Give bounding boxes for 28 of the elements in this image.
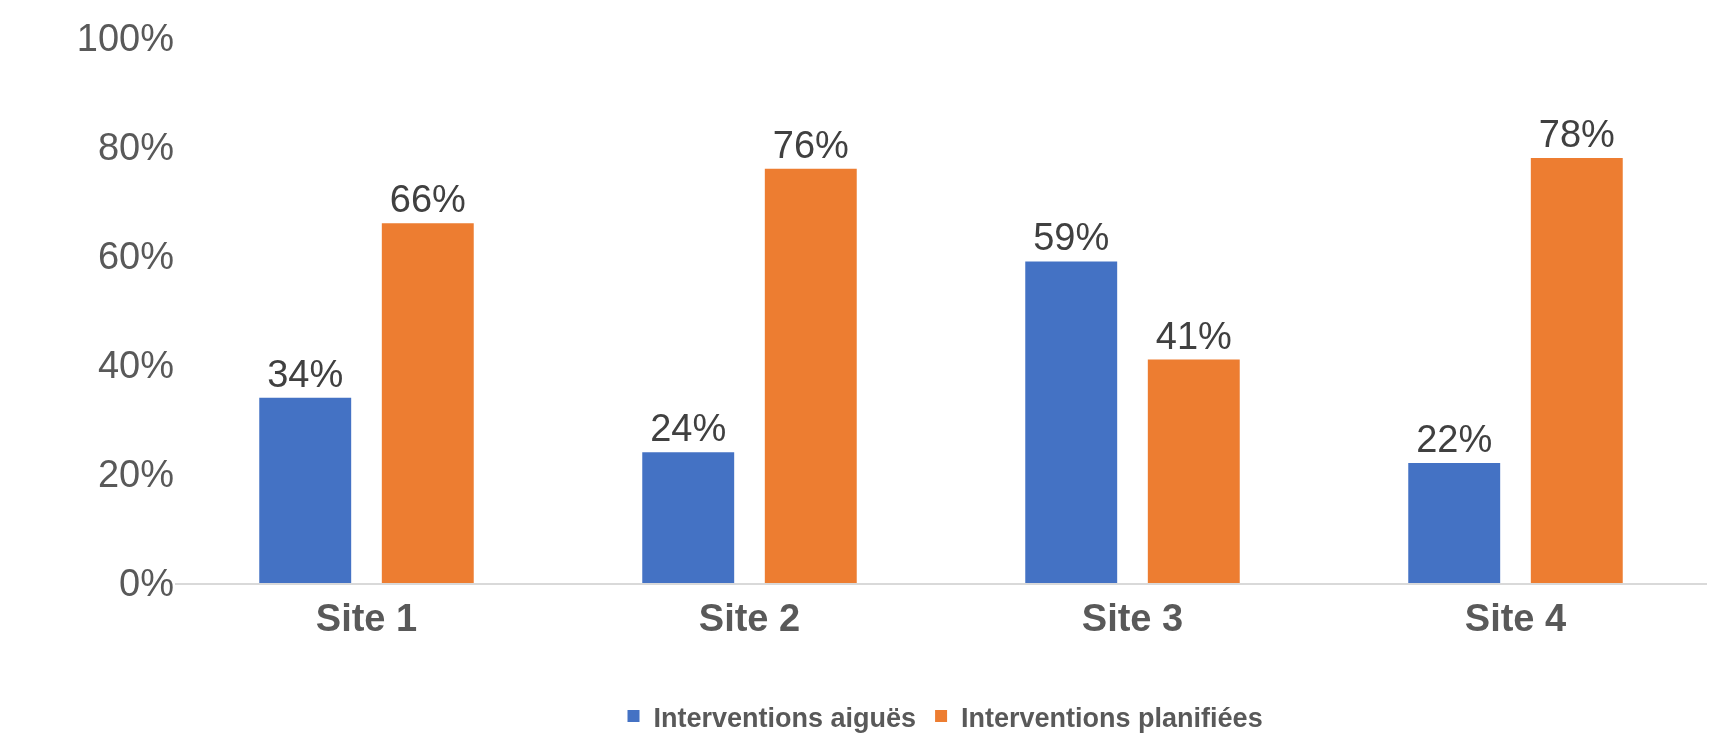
- data-label: 78%: [1538, 112, 1615, 155]
- bar: [1147, 359, 1240, 583]
- bar: [1408, 463, 1501, 583]
- bar: [1530, 157, 1623, 583]
- y-tick-label: 100%: [76, 17, 174, 60]
- legend-label: Interventions planifiées: [961, 702, 1263, 733]
- x-tick-label: Site 3: [1081, 596, 1184, 639]
- x-tick-label: Site 2: [698, 596, 801, 639]
- x-tick-label: Site 1: [315, 596, 418, 639]
- data-label: 59%: [1033, 216, 1110, 259]
- data-label: 22%: [1416, 418, 1493, 461]
- y-tick-label: 0%: [119, 562, 174, 605]
- x-tick-label: Site 4: [1464, 596, 1567, 639]
- bar: [642, 452, 735, 583]
- legend-label: Interventions aiguës: [653, 702, 917, 733]
- bar: [764, 168, 857, 583]
- y-tick-label: 60%: [97, 235, 174, 278]
- y-tick-label: 20%: [97, 453, 174, 496]
- bar: [381, 223, 474, 583]
- data-label: 66%: [389, 178, 466, 221]
- bar: [1025, 261, 1118, 583]
- bar: [259, 397, 352, 583]
- data-label: 24%: [650, 407, 727, 450]
- y-tick-label: 80%: [97, 126, 174, 169]
- data-label: 76%: [772, 123, 849, 166]
- data-label: 34%: [267, 352, 344, 395]
- y-tick-label: 40%: [97, 344, 174, 387]
- data-label: 41%: [1155, 314, 1232, 357]
